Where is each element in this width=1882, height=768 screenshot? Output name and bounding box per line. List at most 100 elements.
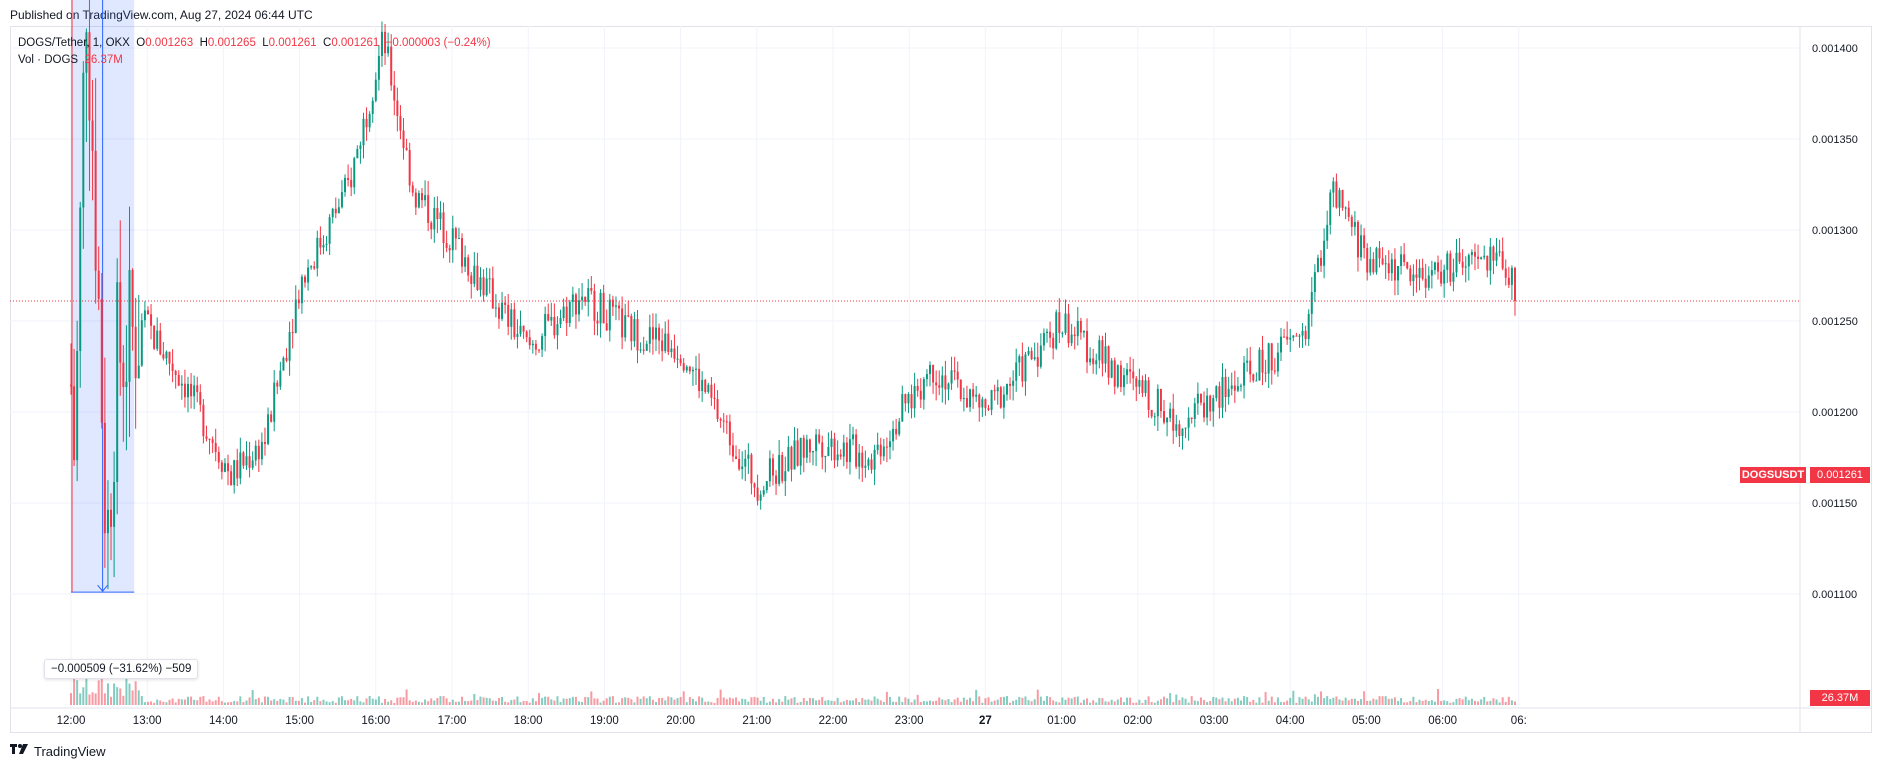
volume-bar [852, 700, 855, 705]
price-tick-label: 0.001300 [1812, 225, 1858, 237]
volume-bar [861, 698, 864, 705]
candle-body [202, 404, 205, 437]
volume-bar [1341, 700, 1344, 705]
volume-bar [146, 701, 149, 705]
tradingview-logo-icon[interactable] [10, 744, 28, 759]
volume-bar [214, 700, 217, 705]
volume-bar [1326, 696, 1329, 705]
volume-bar [223, 702, 226, 705]
candle-body [1396, 265, 1399, 281]
candle-body [461, 238, 464, 267]
volume-bar [1156, 700, 1159, 705]
candle-body [254, 445, 257, 461]
volume-bar [1381, 696, 1384, 705]
candle-body [396, 100, 399, 117]
candle-body [1082, 330, 1085, 333]
candle-body [744, 458, 747, 467]
time-tick-label: 13:00 [133, 715, 162, 727]
candle-body [1073, 334, 1076, 337]
volume-bar [359, 701, 362, 705]
candle-body [491, 278, 494, 309]
candle-body [106, 509, 109, 534]
candle-body [196, 385, 199, 393]
volume-bar [1036, 689, 1039, 705]
candle-body [245, 456, 248, 466]
volume-bar [97, 680, 100, 705]
candle-body [1092, 358, 1095, 365]
volume-bar [1181, 697, 1184, 705]
candle-body [424, 195, 427, 201]
candle-body [522, 325, 525, 332]
volume-bar [1480, 699, 1483, 705]
volume-bar [1153, 702, 1156, 705]
volume-bar [855, 698, 858, 705]
volume-bar [384, 698, 387, 705]
candle-body [1138, 380, 1141, 387]
candle-body [1206, 395, 1209, 418]
volume-bar [565, 698, 568, 705]
volume-bar [183, 699, 186, 705]
candle-body [174, 371, 177, 375]
candle-body [1467, 255, 1470, 267]
candle-body [1418, 267, 1421, 278]
volume-bar [1104, 701, 1107, 705]
candle-body [122, 362, 125, 388]
volume-bar [713, 702, 716, 705]
volume-bar [1122, 702, 1125, 705]
volume-bar [1150, 701, 1153, 705]
candle-body [581, 296, 584, 301]
volume-bar [775, 702, 778, 705]
volume-bar [962, 697, 965, 705]
volume-bar [328, 702, 331, 705]
candle-body [1184, 427, 1187, 429]
volume-bar [205, 701, 208, 705]
volume-bar [710, 702, 713, 705]
candle-body [1203, 402, 1206, 418]
candle-body [436, 207, 439, 220]
candle-body [1218, 386, 1221, 408]
volume-bar [525, 700, 528, 705]
volume-bar [1273, 702, 1276, 705]
candle-body [1507, 277, 1510, 285]
footer-brand[interactable]: TradingView [34, 744, 106, 759]
volume-bar [507, 702, 510, 705]
volume-bar [377, 696, 380, 705]
candle-body [1156, 388, 1159, 417]
candle-body [719, 419, 722, 421]
candle-body [688, 366, 691, 372]
volume-bar [1264, 691, 1267, 705]
candle-body [211, 439, 214, 443]
volume-bar [778, 699, 781, 705]
candle-body [848, 439, 851, 462]
volume-bar [1347, 700, 1350, 705]
candle-body [1326, 224, 1329, 241]
candle-body [162, 354, 165, 359]
candle-body [1449, 253, 1452, 282]
candle-body [411, 185, 414, 193]
candle-body [199, 392, 202, 405]
volume-bar [925, 701, 928, 705]
volume-bar [898, 696, 901, 705]
volume-bar [605, 698, 608, 705]
candle-body [365, 118, 368, 128]
candle-body [972, 389, 975, 397]
volume-bar [186, 696, 189, 705]
candle-body [1086, 330, 1089, 363]
candle-body [1172, 408, 1175, 431]
candle-body [1378, 248, 1381, 259]
price-chart[interactable]: 0.001100 0.001150 0.001200 0.001250 0.001300… [0, 0, 1882, 740]
volume-bar [768, 701, 771, 705]
candle-body [571, 294, 574, 302]
candle-body [805, 439, 808, 458]
candle-body [707, 384, 710, 393]
volume-bar [430, 698, 433, 705]
volume-bar [818, 699, 821, 705]
volume-bar [1455, 698, 1458, 705]
candle-body [91, 120, 94, 151]
volume-bar [236, 701, 239, 705]
candle-body [1193, 403, 1196, 419]
time-tick-label: 18:00 [514, 715, 543, 727]
candle-body [1332, 181, 1335, 193]
candle-body [1129, 369, 1132, 372]
candle-body [565, 306, 568, 324]
